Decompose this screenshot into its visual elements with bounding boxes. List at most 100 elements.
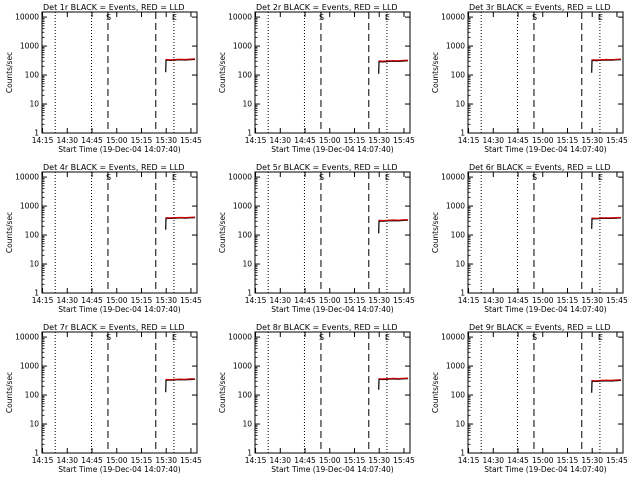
series-lld-point [184, 217, 187, 219]
marker-label-s: S [532, 173, 537, 182]
x-tick-label: 14:15 [32, 296, 54, 305]
x-tick-label: 14:30 [269, 136, 291, 145]
x-tick-label: 14:45 [81, 456, 103, 465]
marker-label-e: E [385, 173, 390, 182]
x-tick-label: 15:00 [106, 296, 128, 305]
x-tick-label: 15:45 [606, 456, 628, 465]
chart-title: Det 5r BLACK = Events, RED = LLD [256, 163, 398, 172]
series-lld-point [184, 378, 187, 380]
y-axis-label: Counts/sec [5, 372, 14, 413]
y-tick-label: 1000 [233, 42, 252, 51]
x-tick-label: 15:15 [557, 296, 579, 305]
marker-label-s: S [319, 173, 324, 182]
plot-frame [254, 331, 411, 454]
plot-frame [41, 171, 198, 294]
series-lld-point [605, 379, 608, 381]
x-tick-label: 14:15 [245, 136, 267, 145]
y-axis-label: Counts/sec [218, 52, 227, 93]
x-tick-label: 14:45 [294, 296, 316, 305]
x-tick-label: 15:30 [581, 136, 603, 145]
x-tick-label: 14:15 [245, 296, 267, 305]
marker-label-e: E [598, 333, 603, 342]
x-tick-label: 14:45 [81, 136, 103, 145]
chart-title: Det 9r BLACK = Events, RED = LLD [469, 323, 611, 332]
x-axis-label: Start Time (19-Dec-04 14:07:40) [271, 145, 393, 154]
x-tick-label: 15:30 [368, 136, 390, 145]
x-tick-label: 14:15 [458, 296, 480, 305]
x-tick-label: 15:15 [344, 296, 366, 305]
x-tick-label: 14:45 [507, 136, 529, 145]
marker-label-e: E [172, 333, 177, 342]
series-events-line [591, 217, 621, 229]
y-tick-label: 1 [460, 129, 465, 138]
series-lld-point [397, 60, 400, 62]
x-tick-label: 14:30 [482, 296, 504, 305]
series-lld-point [402, 377, 404, 379]
series-lld-point [170, 217, 172, 219]
series-lld-point [591, 217, 593, 219]
x-tick-label: 15:30 [368, 456, 390, 465]
series-lld-point [615, 58, 618, 60]
x-tick-label: 15:45 [180, 136, 202, 145]
series-lld-point [179, 58, 182, 60]
y-tick-label: 10 [242, 260, 252, 269]
y-axis-label: Counts/sec [218, 212, 227, 253]
chart-title: Det 3r BLACK = Events, RED = LLD [469, 3, 611, 12]
x-axis-label: Start Time (19-Dec-04 14:07:40) [484, 145, 606, 154]
x-tick-label: 15:45 [180, 296, 202, 305]
x-tick-label: 14:15 [458, 456, 480, 465]
marker-label-e: E [172, 173, 177, 182]
chart-title: Det 8r BLACK = Events, RED = LLD [256, 323, 398, 332]
series-lld-point [378, 378, 380, 380]
x-tick-label: 15:30 [581, 296, 603, 305]
series-events-line [591, 379, 621, 393]
series-events-line [378, 60, 408, 74]
y-tick-label: 100 [238, 71, 253, 80]
y-tick-label: 10 [455, 420, 465, 429]
x-tick-label: 14:30 [56, 296, 78, 305]
x-axis-label: Start Time (19-Dec-04 14:07:40) [58, 145, 180, 154]
x-tick-label: 14:45 [294, 136, 316, 145]
y-tick-label: 10000 [441, 13, 465, 22]
y-tick-label: 10000 [15, 333, 39, 342]
series-lld-point [184, 58, 187, 61]
x-tick-label: 15:15 [131, 136, 153, 145]
x-tick-label: 15:45 [393, 296, 415, 305]
series-lld-point [378, 60, 380, 62]
y-tick-label: 1000 [446, 42, 465, 51]
y-tick-label: 10000 [441, 333, 465, 342]
series-events-line [378, 378, 408, 390]
y-tick-label: 1 [460, 289, 465, 298]
series-lld-point [170, 59, 172, 61]
y-tick-label: 1 [460, 449, 465, 458]
series-lld-point [615, 379, 618, 381]
marker-label-s: S [319, 333, 324, 342]
y-tick-label: 10 [29, 260, 39, 269]
y-axis-label: Counts/sec [431, 52, 440, 93]
series-lld-point [402, 219, 404, 221]
marker-label-s: S [106, 333, 111, 342]
y-tick-label: 1 [247, 449, 252, 458]
x-tick-label: 14:15 [32, 456, 54, 465]
x-tick-label: 15:00 [319, 456, 341, 465]
x-tick-label: 15:15 [131, 456, 153, 465]
series-lld-point [610, 217, 613, 219]
series-lld-point [175, 58, 177, 61]
y-tick-label: 1 [34, 449, 39, 458]
x-tick-label: 14:15 [245, 456, 267, 465]
y-tick-label: 10 [242, 100, 252, 109]
plot-frame [467, 11, 624, 134]
y-tick-label: 10 [29, 100, 39, 109]
series-lld-point [388, 60, 390, 62]
x-tick-label: 15:00 [532, 456, 554, 465]
series-lld-point [193, 216, 196, 218]
y-tick-label: 1 [247, 289, 252, 298]
y-tick-label: 100 [25, 71, 40, 80]
series-lld-point [175, 378, 177, 380]
y-tick-label: 1000 [20, 42, 39, 51]
y-tick-label: 1000 [233, 362, 252, 371]
